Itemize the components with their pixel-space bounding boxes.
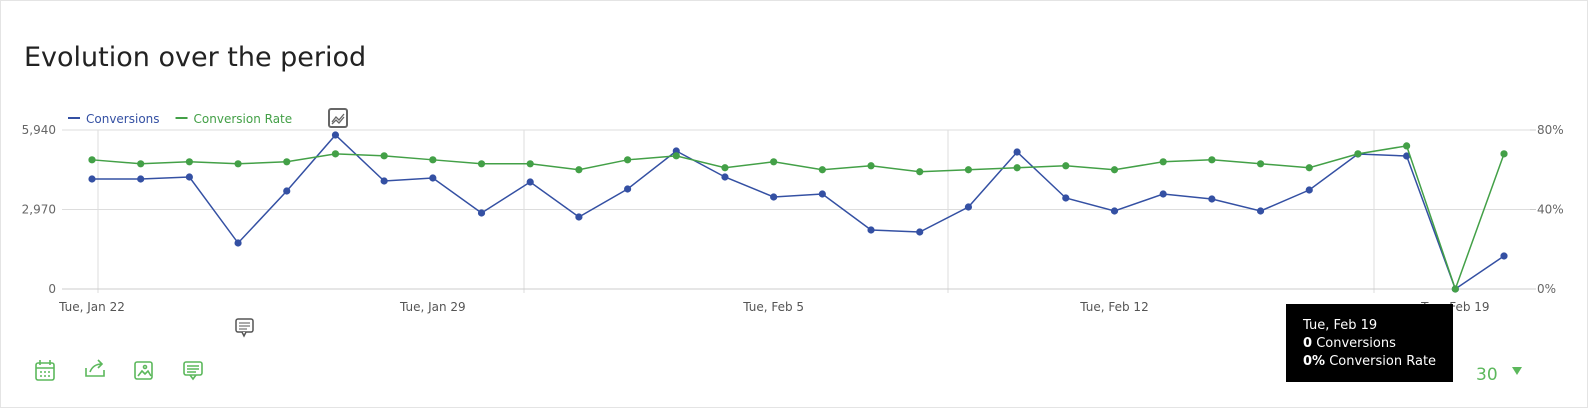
- data-point: [137, 160, 145, 168]
- data-point: [1062, 194, 1070, 202]
- data-point: [1500, 150, 1508, 158]
- data-point: [429, 174, 437, 182]
- data-point: [1110, 207, 1119, 215]
- data-point: [623, 185, 632, 193]
- tooltip-label: Conversions: [1316, 336, 1396, 351]
- data-point: [1013, 148, 1021, 156]
- data-point: [1208, 195, 1216, 203]
- tooltip-line: 0 Conversions: [1303, 335, 1453, 353]
- data-point: [1159, 158, 1167, 166]
- period-count[interactable]: 30: [1476, 365, 1498, 385]
- image-icon[interactable]: [134, 361, 153, 380]
- data-point: [867, 162, 875, 170]
- tooltip-value: 0%: [1303, 354, 1326, 369]
- data-point: [185, 158, 193, 166]
- data-point: [88, 175, 96, 183]
- data-point: [916, 168, 924, 176]
- data-point: [818, 190, 826, 198]
- data-point: [1013, 164, 1021, 172]
- x-tick-label: Tue, Feb 5: [742, 300, 804, 314]
- data-point: [429, 156, 437, 164]
- data-point: [964, 203, 973, 211]
- data-point: [477, 209, 486, 217]
- y-tick-label: 2,970: [22, 203, 56, 217]
- x-tick-label: Tue, Feb 12: [1079, 300, 1148, 314]
- data-point: [1403, 152, 1411, 160]
- chart-type-icon[interactable]: [328, 108, 348, 128]
- y2-tick-label: 0%: [1537, 282, 1556, 296]
- period-dropdown-arrow[interactable]: [1512, 367, 1522, 375]
- tooltip-value: 0: [1303, 336, 1313, 351]
- data-point: [283, 187, 291, 195]
- tooltip-label: Conversion Rate: [1329, 354, 1437, 369]
- data-point: [672, 152, 680, 160]
- data-point: [137, 175, 145, 183]
- x-tick-label: Tue, Jan 29: [399, 300, 466, 314]
- data-point: [916, 228, 924, 236]
- data-point: [185, 173, 193, 181]
- legend-label[interactable]: Conversion Rate: [194, 112, 293, 126]
- chart-title: Evolution over the period: [24, 42, 366, 73]
- data-point: [1062, 162, 1070, 170]
- data-point: [1451, 285, 1459, 293]
- data-point: [331, 131, 340, 139]
- data-point: [331, 150, 340, 158]
- tooltip-title: Tue, Feb 19: [1303, 318, 1378, 333]
- tooltip: Tue, Feb 19 0 Conversions 0% Conversion …: [1286, 304, 1453, 382]
- data-point: [1354, 150, 1362, 158]
- data-point: [1159, 190, 1167, 198]
- series-line: [91, 145, 1505, 292]
- data-point: [1500, 252, 1508, 260]
- x-tick-label: Tue, Jan 22: [58, 300, 125, 314]
- y-tick-label: 0: [48, 282, 56, 296]
- annotations-icon[interactable]: [183, 361, 203, 381]
- data-point: [1256, 207, 1265, 215]
- data-point: [1403, 142, 1411, 150]
- data-point: [623, 156, 632, 164]
- data-point: [1208, 156, 1216, 164]
- data-point: [867, 226, 875, 234]
- data-point: [234, 160, 242, 168]
- y2-tick-label: 40%: [1537, 203, 1564, 217]
- data-point: [964, 166, 973, 174]
- export-icon[interactable]: [85, 359, 105, 377]
- data-point: [575, 213, 583, 221]
- data-point: [818, 166, 826, 174]
- data-point: [575, 166, 583, 174]
- data-point: [88, 156, 96, 164]
- data-point: [1305, 186, 1313, 194]
- data-point: [477, 160, 486, 168]
- tooltip-line: 0% Conversion Rate: [1303, 353, 1453, 371]
- data-point: [1305, 164, 1313, 172]
- data-point: [1110, 166, 1119, 174]
- data-point: [526, 178, 534, 186]
- calendar-icon[interactable]: [35, 360, 55, 381]
- y2-tick-label: 80%: [1537, 123, 1564, 137]
- data-point: [721, 173, 729, 181]
- data-point: [283, 158, 291, 166]
- data-point: [721, 164, 729, 172]
- annotation-icon[interactable]: [235, 318, 254, 338]
- y-tick-label: 5,940: [22, 123, 56, 137]
- data-point: [234, 239, 242, 247]
- series-line: [92, 133, 1505, 291]
- data-point: [1256, 160, 1265, 168]
- data-point: [380, 177, 388, 185]
- legend-label[interactable]: Conversions: [86, 112, 160, 126]
- data-point: [380, 152, 388, 160]
- data-point: [770, 193, 778, 201]
- data-point: [526, 160, 534, 168]
- data-point: [770, 158, 778, 166]
